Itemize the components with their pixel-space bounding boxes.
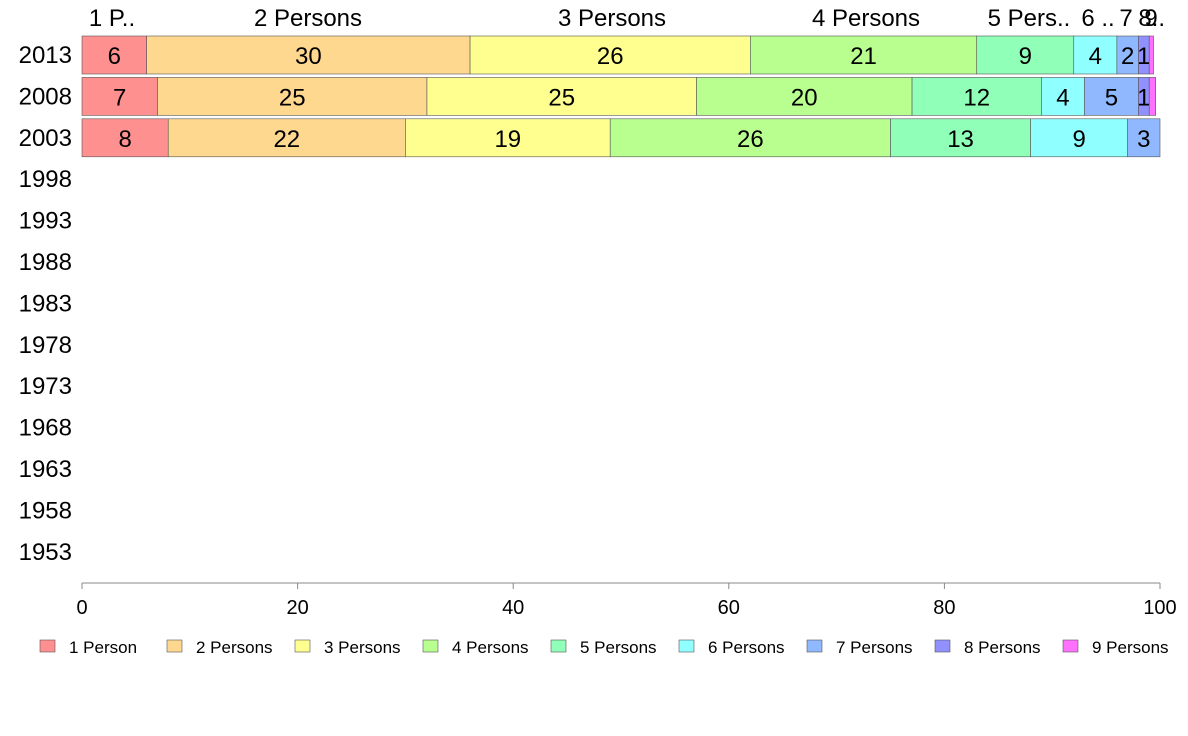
data-label: 1 bbox=[1137, 84, 1150, 111]
bar-segment bbox=[426, 77, 697, 116]
data-label: 19 bbox=[494, 126, 521, 153]
x-tick-label: 20 bbox=[286, 597, 308, 619]
data-label: 2 bbox=[1121, 43, 1134, 70]
y-tick-label: 1968 bbox=[19, 415, 72, 442]
legend-label: 7 Persons bbox=[836, 638, 913, 657]
x-tick-label: 40 bbox=[502, 597, 524, 619]
y-tick-label: 1983 bbox=[19, 290, 72, 317]
x-tick-label: 60 bbox=[718, 597, 740, 619]
data-label: 25 bbox=[548, 84, 575, 111]
bar-segment bbox=[890, 118, 1031, 158]
legend: 1 Person 2 Persons 3 Persons 4 Persons 5 Per… bbox=[39, 638, 1169, 657]
bar-segment bbox=[1073, 35, 1118, 75]
data-label: 25 bbox=[279, 84, 306, 111]
top-label: 4 Persons bbox=[812, 5, 920, 32]
y-tick-label: 1958 bbox=[19, 497, 72, 524]
data-label: 12 bbox=[963, 84, 990, 111]
data-label: 30 bbox=[295, 43, 322, 70]
legend-swatch bbox=[422, 639, 439, 653]
bar-segment bbox=[911, 77, 1042, 116]
bar-segment bbox=[81, 118, 169, 158]
top-label: 2 Persons bbox=[254, 5, 362, 32]
data-label: 26 bbox=[737, 126, 764, 153]
legend-swatch bbox=[166, 639, 183, 653]
bars: 6 30 26 21 9 4 2 17 25 25 20 12 4 5 18 22 19 26 13 9 3 bbox=[81, 35, 1161, 158]
data-label: 6 bbox=[108, 43, 121, 70]
top-label: 8 bbox=[1138, 5, 1151, 32]
top-label: 5 Pers.. bbox=[988, 5, 1071, 32]
y-tick-label: 1978 bbox=[19, 332, 72, 359]
data-label: 4 bbox=[1089, 43, 1102, 70]
bar-segment bbox=[405, 118, 611, 158]
top-label: 6 .. bbox=[1081, 5, 1114, 32]
data-label: 26 bbox=[597, 43, 624, 70]
top-label: ... bbox=[1145, 5, 1165, 32]
legend-label: 9 Persons bbox=[1092, 638, 1169, 657]
legend-swatch bbox=[550, 639, 567, 653]
data-label: 7 bbox=[113, 84, 126, 111]
bar-segment bbox=[1148, 77, 1156, 116]
legend-label: 1 Person bbox=[69, 638, 137, 657]
y-tick-label: 1988 bbox=[19, 249, 72, 276]
legend-swatch bbox=[294, 639, 311, 653]
legend-label: 6 Persons bbox=[708, 638, 785, 657]
y-tick-label: 1953 bbox=[19, 539, 72, 566]
x-tick-label: 100 bbox=[1143, 597, 1176, 619]
bar-segment bbox=[1030, 118, 1128, 158]
bar-segment bbox=[1148, 35, 1154, 75]
top-category-labels: 1 P.. 2 Persons 3 Persons 4 Persons 5 Pers..… bbox=[89, 5, 1165, 32]
y-tick-label: 2003 bbox=[19, 125, 72, 152]
y-tick-label: 2008 bbox=[19, 83, 72, 110]
y-tick-label: 1973 bbox=[19, 373, 72, 400]
data-label: 5 bbox=[1105, 84, 1118, 111]
data-label: 9 bbox=[1072, 126, 1085, 153]
data-label: 3 bbox=[1137, 126, 1150, 153]
x-tick-label: 0 bbox=[76, 597, 87, 619]
y-axis-labels: 2013 2008 2003 1998 1993 1988 1983 1978 1973 1968… bbox=[19, 42, 72, 566]
x-axis: 0 20 40 60 80 100 bbox=[76, 582, 1177, 619]
legend-label: 5 Persons bbox=[580, 638, 657, 657]
y-tick-label: 2013 bbox=[19, 42, 72, 69]
legend-label: 2 Persons bbox=[196, 638, 273, 657]
legend-swatch bbox=[678, 639, 695, 653]
data-label: 4 bbox=[1056, 84, 1069, 111]
bar-segment bbox=[81, 77, 158, 116]
data-label: 9 bbox=[1019, 43, 1032, 70]
top-label: 1 P.. bbox=[89, 5, 135, 32]
y-tick-label: 1998 bbox=[19, 166, 72, 193]
y-tick-label: 1993 bbox=[19, 208, 72, 235]
bar-segment bbox=[1127, 118, 1161, 158]
data-label: 21 bbox=[850, 43, 877, 70]
top-label: 9 bbox=[1144, 5, 1157, 32]
data-label: 8 bbox=[118, 126, 131, 153]
top-label: 7 bbox=[1119, 5, 1132, 32]
data-label: 13 bbox=[947, 126, 974, 153]
x-tick-label: 80 bbox=[933, 597, 955, 619]
bar-segment bbox=[750, 35, 978, 75]
bar-segment bbox=[157, 77, 428, 116]
legend-label: 4 Persons bbox=[452, 638, 529, 657]
bar-segment bbox=[976, 35, 1075, 75]
bar-segment bbox=[1084, 77, 1139, 116]
bar-segment bbox=[1041, 77, 1085, 116]
data-label: 22 bbox=[273, 126, 300, 153]
legend-swatch bbox=[39, 639, 56, 653]
data-label: 1 bbox=[1137, 43, 1150, 70]
bar-segment bbox=[81, 35, 147, 75]
legend-swatch bbox=[934, 639, 951, 653]
bar-segment bbox=[167, 118, 406, 158]
bar-segment bbox=[609, 118, 891, 158]
y-tick-label: 1963 bbox=[19, 456, 72, 483]
legend-label: 3 Persons bbox=[324, 638, 401, 657]
bar-segment bbox=[469, 35, 751, 75]
legend-swatch bbox=[806, 639, 823, 653]
data-label: 20 bbox=[791, 84, 818, 111]
legend-label: 8 Persons bbox=[964, 638, 1041, 657]
top-label: 3 Persons bbox=[558, 5, 666, 32]
legend-swatch bbox=[1062, 639, 1079, 653]
